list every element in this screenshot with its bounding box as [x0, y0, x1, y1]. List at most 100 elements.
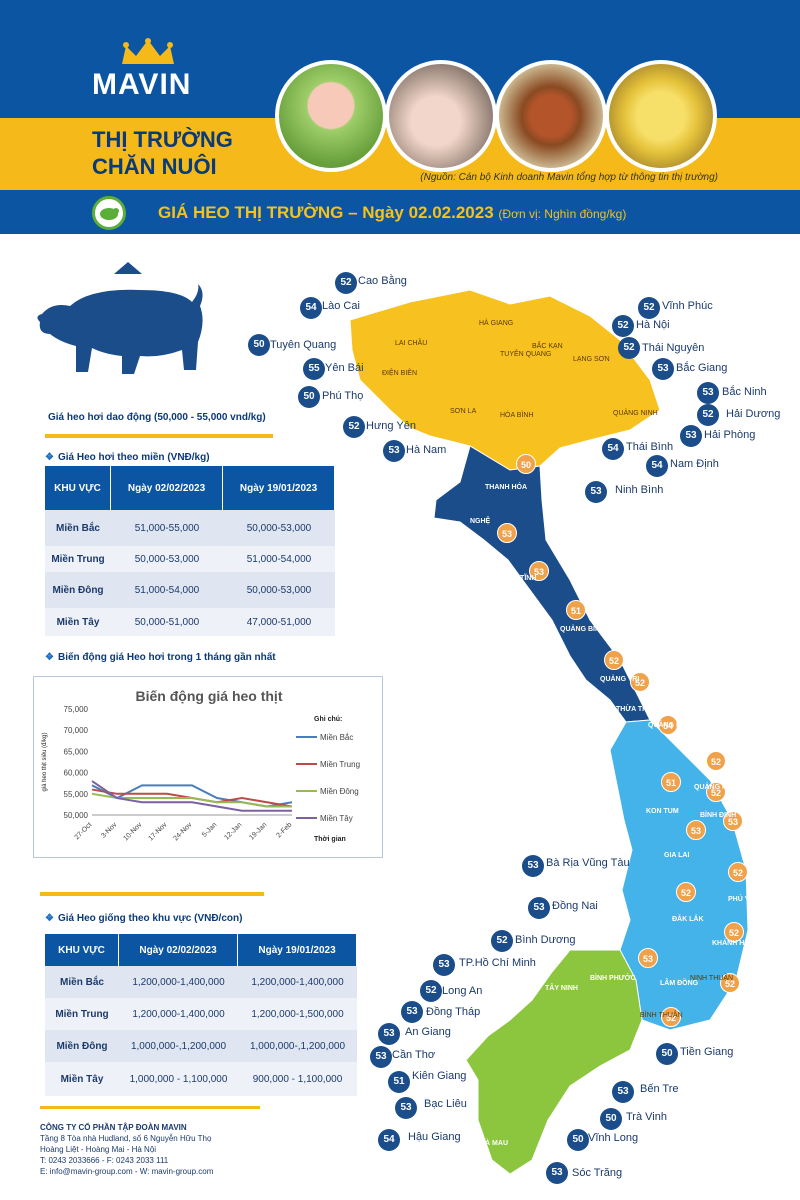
price-badge: 53	[433, 954, 455, 976]
province-label: Phú Thọ	[322, 390, 364, 402]
province-label: Bến Tre	[640, 1083, 679, 1095]
header-title: THỊ TRƯỜNG CHĂN NUÔI	[92, 126, 292, 180]
pig-photo	[275, 60, 387, 172]
table2-section-title: ❖ Giá Heo giống theo khu vực (VNĐ/con)	[45, 913, 243, 924]
province-label: Bắc Giang	[676, 362, 728, 374]
table1-section-title: ❖ Giá Heo hơi theo miền (VNĐ/kg)	[45, 452, 210, 463]
map-price-badge: 52	[724, 922, 744, 942]
province-label: Cao Bằng	[358, 275, 407, 287]
map-price-badge: 52	[706, 782, 726, 802]
chart-title: Biến động giá heo thịt	[136, 688, 283, 704]
x-tick-label: 3-Nov	[100, 821, 119, 840]
map-region-south	[465, 949, 643, 1175]
province-label: Long An	[442, 985, 483, 997]
map-region-label: PHÚ YÊN	[728, 896, 759, 903]
divider	[40, 1106, 260, 1109]
divider	[45, 434, 273, 438]
table-row: Miền Bắc 1,200,000-1,400,000 1,200,000-1,4…	[45, 966, 357, 998]
province-label: Thái Nguyên	[642, 342, 705, 354]
province-label: Trà Vinh	[626, 1111, 667, 1123]
legend-entry: Miền Bắc	[320, 733, 353, 742]
price-badge: 52	[638, 297, 660, 319]
map-region-label: LÂM ĐỒNG	[660, 980, 699, 987]
price-badge: 52	[618, 337, 640, 359]
price-badge: 53	[401, 1001, 423, 1023]
price-badge: 52	[491, 930, 513, 952]
province-label: TP.Hồ Chí Minh	[459, 957, 536, 969]
map-region-label: KON TUM	[646, 808, 679, 815]
brand-logo: MAVIN	[92, 68, 192, 101]
divider	[40, 892, 264, 896]
y-tick-label: 55,000	[64, 790, 89, 799]
province-label: An Giang	[405, 1026, 451, 1038]
company-contact: E: info@mavin-group.com - W: mavin-group…	[40, 1167, 214, 1176]
province-label: Ninh Bình	[615, 484, 664, 496]
province-label: Bà Rịa Vũng Tàu	[546, 857, 630, 869]
chart-svg: Biến động giá heo thịt 75,000 70,000 65,000…	[42, 688, 360, 843]
crown-icon	[122, 38, 174, 64]
province-label: Lào Cai	[322, 300, 360, 312]
province-label: Tuyên Quang	[270, 339, 337, 351]
series-line	[91, 780, 292, 812]
series-line	[91, 792, 292, 808]
price-badge: 50	[298, 386, 320, 408]
x-axis-label: Thời gian	[314, 836, 346, 843]
chart-section-title: ❖ Biến động giá Heo hơi trong 1 tháng gần…	[45, 652, 276, 663]
price-badge: 50	[600, 1108, 622, 1130]
source-note: (Nguồn: Cán bộ Kinh doanh Mavin tổng hợp…	[420, 172, 718, 183]
map-region-label: QUẢNG NGÃI	[694, 784, 740, 791]
province-label: Hải Phòng	[704, 429, 756, 441]
piglet-price-table: KHU VỰC Ngày 02/02/2023 Ngày 19/01/2023 …	[45, 934, 357, 1096]
map-region-label: LẠNG SƠN	[573, 356, 610, 363]
map-region-label: THỪA THIÊN HUẾ	[616, 706, 676, 713]
title-banner	[0, 190, 800, 234]
header-title-line1: THỊ TRƯỜNG	[92, 127, 233, 152]
map-region-label: NGHỆ	[470, 518, 491, 525]
map-price-badge: 50	[516, 454, 536, 474]
map-price-badge: 51	[566, 600, 586, 620]
map-region-label: QUẢNG TRỊ	[600, 676, 640, 683]
x-tick-label: 24-Nov	[172, 821, 193, 842]
price-badge: 50	[248, 334, 270, 356]
price-badge: 53	[378, 1023, 400, 1045]
banner-unit: (Đơn vị: Nghìn đồng/kg)	[498, 207, 627, 221]
map-region-label: ĐẮK LẮK	[672, 916, 704, 923]
ducklings-photo	[605, 60, 717, 172]
price-badge: 54	[646, 455, 668, 477]
price-badge: 52	[420, 980, 442, 1002]
table-header: Ngày 19/01/2023	[238, 934, 357, 966]
banner-title-text: GIÁ HEO THỊ TRƯỜNG – Ngày 02.02.2023	[158, 203, 494, 222]
price-badge: 53	[370, 1046, 392, 1068]
map-price-badge: 52	[676, 882, 696, 902]
map-price-badge: 51	[661, 772, 681, 792]
table-header: Ngày 02/02/2023	[119, 934, 238, 966]
map-price-badge: 54	[658, 715, 678, 735]
price-badge: 53	[697, 382, 719, 404]
province-label: Hải Dương	[726, 408, 781, 420]
legend-entry: Miền Trung	[320, 760, 360, 769]
price-range-note: Giá heo hơi dao động (50,000 - 55,000 vn…	[48, 412, 266, 423]
province-label: Hà Nam	[406, 444, 447, 456]
price-badge: 54	[602, 438, 624, 460]
price-badge: 50	[656, 1043, 678, 1065]
price-badge: 53	[528, 897, 550, 919]
map-price-badge: 52	[630, 672, 650, 692]
map-price-badge: 52	[706, 751, 726, 771]
table-header: Ngày 19/01/2023	[223, 466, 335, 510]
price-badge: 52	[612, 315, 634, 337]
x-tick-label: 17-Nov	[147, 821, 168, 842]
map-region-label: QUẢNG NINH	[613, 410, 658, 417]
x-tick-label: 12-Jan	[223, 821, 243, 841]
province-label: Bình Dương	[515, 934, 576, 946]
price-badge: 51	[388, 1071, 410, 1093]
price-badge: 53	[612, 1081, 634, 1103]
map-price-badge: 53	[497, 523, 517, 543]
province-label: Hậu Giang	[408, 1131, 461, 1143]
map-region-label: BÌNH THUẬN	[640, 1012, 683, 1019]
map-price-badge: 53	[686, 820, 706, 840]
map-region-north	[349, 289, 661, 471]
legend-title: Ghi chú:	[314, 716, 342, 723]
price-badge: 54	[300, 297, 322, 319]
piglets-photo	[385, 60, 497, 172]
province-label: Bạc Liêu	[424, 1098, 467, 1110]
